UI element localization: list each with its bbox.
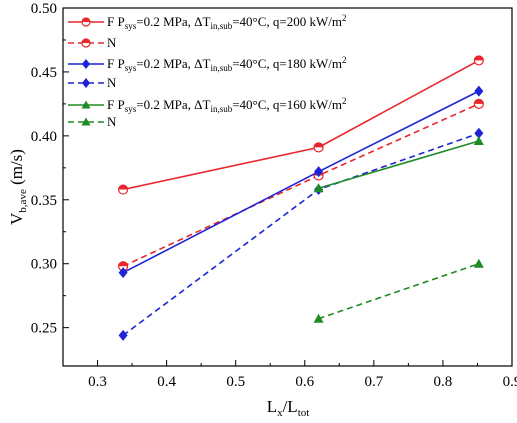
series-layer: [117, 55, 484, 341]
series-group: [117, 98, 484, 272]
circle-marker-fill: [82, 39, 90, 43]
diamond-marker: [474, 85, 484, 97]
series-line: [122, 132, 480, 336]
triangle-marker: [81, 100, 91, 109]
circle-marker-fill: [474, 55, 484, 61]
y-tick-label: 0.35: [31, 193, 57, 209]
circle-marker-fill: [118, 185, 128, 190]
diamond-marker: [314, 166, 324, 178]
x-axis-title: Lx/Ltot: [267, 397, 310, 419]
y-tick-label: 0.45: [31, 65, 57, 81]
circle-marker-fill: [82, 18, 90, 22]
x-axis: 0.3 0.4 0.5 0.6 0.7 0.8 0.9: [62, 360, 517, 390]
diamond-marker: [118, 267, 128, 279]
triangle-marker: [313, 183, 324, 193]
series-group: [118, 85, 484, 279]
legend-entry: F Psys=0.2 MPa, ΔTin,sub=40°C, q=180 kW/…: [68, 55, 346, 73]
legend-entry: F Psys=0.2 MPa, ΔTin,sub=40°C, q=160 kW/…: [68, 96, 346, 114]
legend-entry: N: [68, 35, 117, 50]
series-line: [122, 103, 480, 267]
y-tick-label: 0.50: [31, 1, 57, 17]
legend-entry: N: [68, 75, 117, 90]
diamond-marker: [82, 59, 90, 69]
diamond-marker: [82, 78, 90, 88]
diamond-marker: [474, 127, 484, 139]
series-line: [318, 140, 480, 190]
x-tick-label: 0.7: [364, 374, 383, 390]
y-tick-label: 0.25: [31, 321, 57, 337]
circle-marker-fill: [118, 261, 128, 267]
plot-frame: [62, 7, 513, 367]
y-tick-label: 0.30: [31, 257, 57, 273]
y-axis: 0.25 0.30 0.35 0.40 0.45 0.50: [31, 1, 69, 337]
legend-entry: N: [68, 114, 117, 129]
diamond-marker: [118, 329, 128, 341]
legend-label: N: [107, 114, 117, 129]
series-line: [122, 59, 480, 191]
x-tick-label: 0.8: [434, 374, 453, 390]
legend-label: N: [107, 35, 117, 50]
legend-label: F Psys=0.2 MPa, ΔTin,sub=40°C, q=200 kW/…: [107, 13, 346, 31]
series-group: [313, 258, 484, 323]
x-tick-label: 0.6: [295, 374, 314, 390]
x-tick-label: 0.9: [503, 374, 517, 390]
series-group: [313, 135, 484, 193]
legend: F Psys=0.2 MPa, ΔTin,sub=40°C, q=200 kW/…: [68, 13, 346, 129]
x-tick-label: 0.4: [157, 374, 176, 390]
y-axis-title: Vb,ave (m/s): [7, 149, 29, 225]
x-tick-label: 0.3: [88, 374, 107, 390]
triangle-marker: [473, 258, 484, 268]
series-line: [318, 262, 480, 320]
legend-entry: F Psys=0.2 MPa, ΔTin,sub=40°C, q=200 kW/…: [68, 13, 346, 31]
x-tick-label: 0.5: [226, 374, 245, 390]
series-group: [117, 55, 484, 195]
legend-label: F Psys=0.2 MPa, ΔTin,sub=40°C, q=160 kW/…: [107, 96, 346, 114]
triangle-marker: [313, 313, 324, 323]
circle-marker-fill: [474, 99, 484, 104]
legend-label: F Psys=0.2 MPa, ΔTin,sub=40°C, q=180 kW/…: [107, 55, 346, 73]
y-tick-label: 0.40: [31, 129, 57, 145]
triangle-marker: [81, 117, 91, 126]
series-group: [118, 127, 484, 341]
triangle-marker: [473, 135, 484, 145]
circle-marker-fill: [314, 142, 324, 148]
series-line: [122, 90, 480, 274]
legend-label: N: [107, 75, 117, 90]
